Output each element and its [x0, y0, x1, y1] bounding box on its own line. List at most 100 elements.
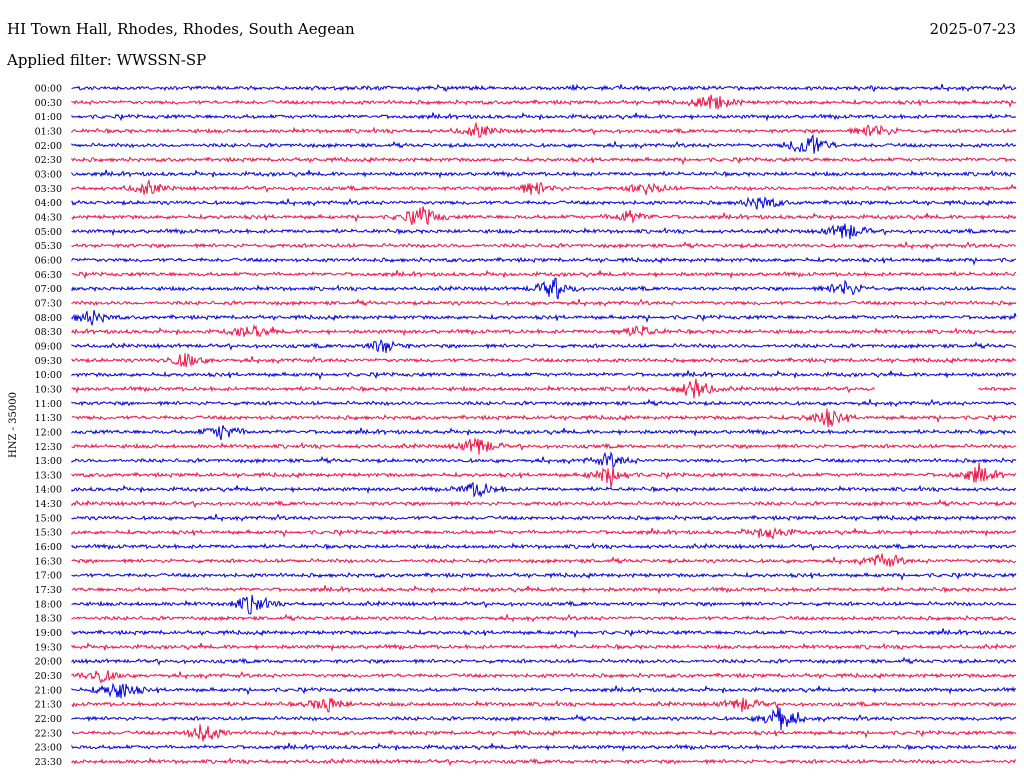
row-label-1500: 15:00: [35, 513, 62, 524]
row-label-1100: 11:00: [35, 399, 62, 410]
row-label-0730: 07:30: [35, 298, 62, 309]
trace-0200: [71, 133, 1017, 154]
trace-0400: [71, 196, 1017, 210]
trace-2200: [71, 707, 1017, 731]
trace-1600: [71, 542, 1017, 552]
row-label-0800: 08:00: [35, 313, 62, 324]
row-label-1800: 18:00: [35, 599, 62, 610]
row-label-2200: 22:00: [35, 714, 62, 725]
trace-1730: [71, 584, 1017, 595]
trace-0630: [71, 269, 1017, 280]
row-label-1330: 13:30: [35, 470, 62, 481]
row-label-2230: 22:30: [35, 728, 62, 739]
trace-2030: [71, 670, 1016, 684]
trace-2100: [71, 682, 1017, 699]
trace-1200: [71, 425, 1017, 441]
trace-0930: [71, 353, 1017, 368]
trace-1700: [71, 571, 1017, 581]
trace-0800: [71, 309, 1017, 326]
filter-label: Applied filter: WWSSN-SP: [7, 51, 207, 69]
row-label-0330: 03:30: [35, 184, 62, 195]
row-label-1530: 15:30: [35, 528, 62, 539]
row-label-0700: 07:00: [35, 284, 62, 295]
row-label-0430: 04:30: [35, 212, 62, 223]
row-label-0830: 08:30: [35, 327, 62, 338]
row-label-0930: 09:30: [35, 356, 62, 367]
trace-2300: [71, 742, 1017, 753]
row-label-0600: 06:00: [35, 255, 62, 266]
row-label-2100: 21:00: [35, 685, 62, 696]
row-label-0000: 00:00: [35, 84, 62, 95]
trace-2000: [71, 656, 1017, 666]
row-label-0530: 05:30: [35, 241, 62, 252]
trace-1500: [71, 513, 1017, 523]
row-label-2300: 23:00: [35, 743, 62, 754]
trace-1100: [71, 398, 1017, 408]
row-label-1200: 12:00: [35, 427, 62, 438]
row-label-0300: 03:00: [35, 169, 62, 180]
row-label-0100: 01:00: [35, 112, 62, 123]
trace-1230: [71, 437, 1017, 455]
trace-2230: [71, 724, 1017, 742]
trace-1400: [71, 481, 1017, 499]
trace-1030: [71, 378, 1017, 399]
row-label-2330: 23:30: [35, 757, 62, 768]
trace-2130: [71, 697, 1017, 713]
row-label-1830: 18:30: [35, 614, 62, 625]
row-label-0400: 04:00: [35, 198, 62, 209]
row-label-2030: 20:30: [35, 671, 62, 682]
trace-0300: [71, 169, 1017, 179]
row-label-1300: 13:00: [35, 456, 62, 467]
trace-2330: [71, 757, 1017, 767]
date-label: 2025-07-23: [929, 20, 1016, 38]
row-label-0200: 02:00: [35, 141, 62, 152]
row-label-0900: 09:00: [35, 341, 62, 352]
row-label-0630: 06:30: [35, 270, 62, 281]
trace-1130: [71, 408, 1017, 428]
trace-0100: [71, 111, 1017, 122]
row-labels: 00:00 00:30 01:00 01:30 02:00 02:30 03:00 03:30…: [35, 84, 62, 769]
data-gap: [874, 381, 979, 396]
trace-1430: [71, 498, 1017, 509]
trace-1930: [71, 642, 1017, 652]
trace-0730: [71, 298, 1017, 308]
gaps: [874, 381, 979, 396]
row-label-1000: 10:00: [35, 370, 62, 381]
row-label-0500: 05:00: [35, 227, 62, 238]
y-axis-label: HNZ - 35000: [8, 392, 19, 458]
trace-0030: [71, 94, 1017, 111]
row-label-1400: 14:00: [35, 485, 62, 496]
trace-1630: [71, 553, 1017, 567]
row-label-0130: 01:30: [35, 126, 62, 137]
trace-0600: [71, 256, 1017, 266]
trace-1300: [71, 451, 1017, 469]
row-label-1900: 19:00: [35, 628, 62, 639]
row-label-1030: 10:30: [35, 384, 62, 395]
trace-0430: [71, 206, 1017, 226]
row-label-1930: 19:30: [35, 642, 62, 653]
row-label-1630: 16:30: [35, 556, 62, 567]
trace-0700: [71, 277, 1017, 300]
row-label-1700: 17:00: [35, 571, 62, 582]
trace-1330: [71, 462, 1017, 488]
trace-1800: [71, 594, 1017, 615]
trace-1000: [71, 369, 1017, 381]
row-label-2000: 20:00: [35, 657, 62, 668]
trace-0000: [71, 83, 1017, 93]
row-label-0230: 02:30: [35, 155, 62, 166]
trace-0530: [71, 241, 1017, 250]
row-label-2130: 21:30: [35, 700, 62, 711]
traces: [71, 83, 1017, 767]
row-label-1230: 12:30: [35, 442, 62, 453]
row-label-1600: 16:00: [35, 542, 62, 553]
trace-0500: [71, 223, 1017, 240]
row-label-1730: 17:30: [35, 585, 62, 596]
row-label-1130: 11:30: [35, 413, 62, 424]
trace-0330: [71, 178, 1017, 196]
row-label-1430: 14:30: [35, 499, 62, 510]
trace-1830: [71, 613, 1017, 623]
station-title: HI Town Hall, Rhodes, Rhodes, South Aege…: [7, 20, 355, 38]
row-label-0030: 00:30: [35, 98, 62, 109]
trace-1900: [71, 628, 1017, 639]
